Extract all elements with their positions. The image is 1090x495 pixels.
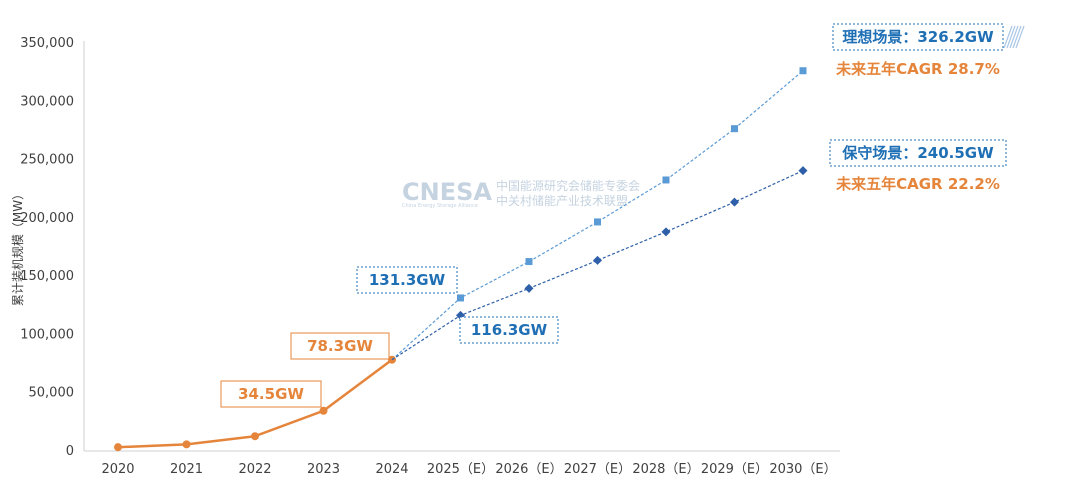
x-tick-label: 2022 — [238, 462, 271, 477]
data-point-ideal — [525, 258, 533, 266]
hatch-decoration — [1003, 25, 1025, 49]
axes: 0 50,000 100,000 150,000 200,000 250,000 300,0… — [10, 36, 840, 477]
annotation-label-cons-2025: 116.3GW — [471, 321, 548, 339]
x-tick-label: 2027（E） — [564, 462, 631, 477]
annotation-label-hist-2023: 34.5GW — [238, 385, 304, 403]
x-tick-label: 2021 — [170, 462, 203, 477]
data-point-ideal — [457, 294, 464, 302]
x-tick-label: 2026（E） — [495, 462, 562, 477]
annotation-label-hist-2024: 78.3GW — [307, 337, 373, 355]
x-tick-label: 2023 — [307, 462, 340, 477]
watermark-line2: 中关村储能产业技术联盟 — [496, 193, 628, 208]
data-point-conservative — [661, 227, 671, 237]
data-point-conservative — [730, 197, 739, 207]
y-tick-label: 100,000 — [20, 327, 74, 342]
y-tick-label: 250,000 — [20, 153, 74, 168]
annotation-box-cons-2025 — [459, 316, 559, 344]
y-tick-label: 0 — [66, 444, 74, 459]
data-point-historical — [114, 443, 122, 452]
annotation-box-hist-2023 — [220, 380, 322, 408]
hatch-stroke — [1012, 25, 1022, 49]
watermark-line1: 中国能源研究会储能专委会 — [496, 178, 640, 193]
annotation-label-ideal-2025: 131.3GW — [369, 271, 446, 289]
hatch-stroke — [1003, 25, 1013, 49]
watermark-logo: CNESA — [402, 178, 492, 206]
cnesa-watermark: CNESA 中国能源研究会储能专委会 中关村储能产业技术联盟 China Ene… — [402, 178, 640, 209]
x-tick-label: 2020 — [101, 462, 134, 477]
hatch-stroke — [1009, 25, 1019, 49]
x-tick-label: 2030（E） — [769, 462, 836, 477]
annotation-label-ideal-2030: 理想场景：326.2GW — [842, 28, 994, 46]
series-line-ideal — [391, 70, 804, 361]
data-point-conservative — [798, 166, 808, 176]
data-point-ideal — [594, 218, 601, 226]
y-tick-label: 200,000 — [20, 211, 74, 226]
annotation-label-ideal-cagr: 未来五年CAGR 28.7% — [835, 60, 1000, 78]
data-point-historical — [319, 406, 328, 415]
y-tick-label: 350,000 — [20, 36, 74, 51]
series-layer — [114, 67, 808, 452]
data-point-conservative — [524, 283, 534, 293]
annotation-label-cons-2030: 保守场景：240.5GW — [841, 144, 994, 162]
data-point-ideal — [799, 67, 807, 75]
annotation-box-ideal-2030 — [832, 23, 1004, 51]
hatch-stroke — [1006, 25, 1016, 49]
data-point-conservative — [593, 255, 602, 265]
y-tick-label: 50,000 — [29, 386, 75, 401]
data-point-ideal — [662, 176, 670, 184]
annotation-box-hist-2024 — [290, 332, 390, 360]
data-point-ideal — [731, 125, 738, 133]
data-point-historical — [251, 432, 259, 441]
annotation-layer: 34.5GW 78.3GW 131.3GW 116.3GW 理想场景：326.2GW 未来… — [220, 23, 1025, 408]
x-tick-label: 2024 — [375, 462, 408, 477]
hatch-stroke — [1015, 25, 1025, 49]
annotation-box-cons-2030 — [829, 139, 1007, 167]
annotation-box-ideal-2025 — [356, 266, 458, 294]
watermark-tagline: China Energy Storage Alliance — [402, 203, 478, 209]
data-point-historical — [182, 440, 191, 449]
x-tick-label: 2025（E） — [427, 462, 494, 477]
x-tick-label: 2029（E） — [701, 462, 768, 477]
x-tick-label: 2028（E） — [632, 462, 699, 477]
y-tick-label: 150,000 — [20, 269, 74, 284]
annotation-label-cons-cagr: 未来五年CAGR 22.2% — [835, 175, 1000, 193]
y-axis-label: 累计装机规模（MW） — [10, 188, 25, 306]
y-tick-label: 300,000 — [20, 94, 74, 109]
